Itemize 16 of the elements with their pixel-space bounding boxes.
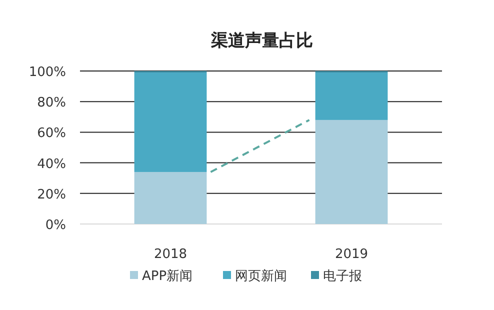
x-tick-label: 2019 (334, 247, 368, 262)
y-tick-label: 100% (28, 65, 66, 80)
chart-title: 渠道声量占比 (210, 31, 313, 51)
y-tick-label: 0% (45, 218, 66, 233)
y-tick-label: 40% (37, 156, 66, 172)
legend-label: APP新闻 (142, 269, 193, 284)
y-tick-label: 60% (37, 126, 66, 142)
bar (134, 72, 207, 172)
y-tick-label: 20% (37, 187, 66, 202)
bar (315, 72, 388, 120)
x-tick-label: 2018 (154, 247, 188, 262)
bar (134, 172, 207, 224)
y-tick-label: 80% (37, 96, 66, 111)
legend-label: 网页新闻 (235, 269, 287, 284)
legend-label: 电子报 (323, 269, 362, 284)
bar (315, 120, 388, 224)
